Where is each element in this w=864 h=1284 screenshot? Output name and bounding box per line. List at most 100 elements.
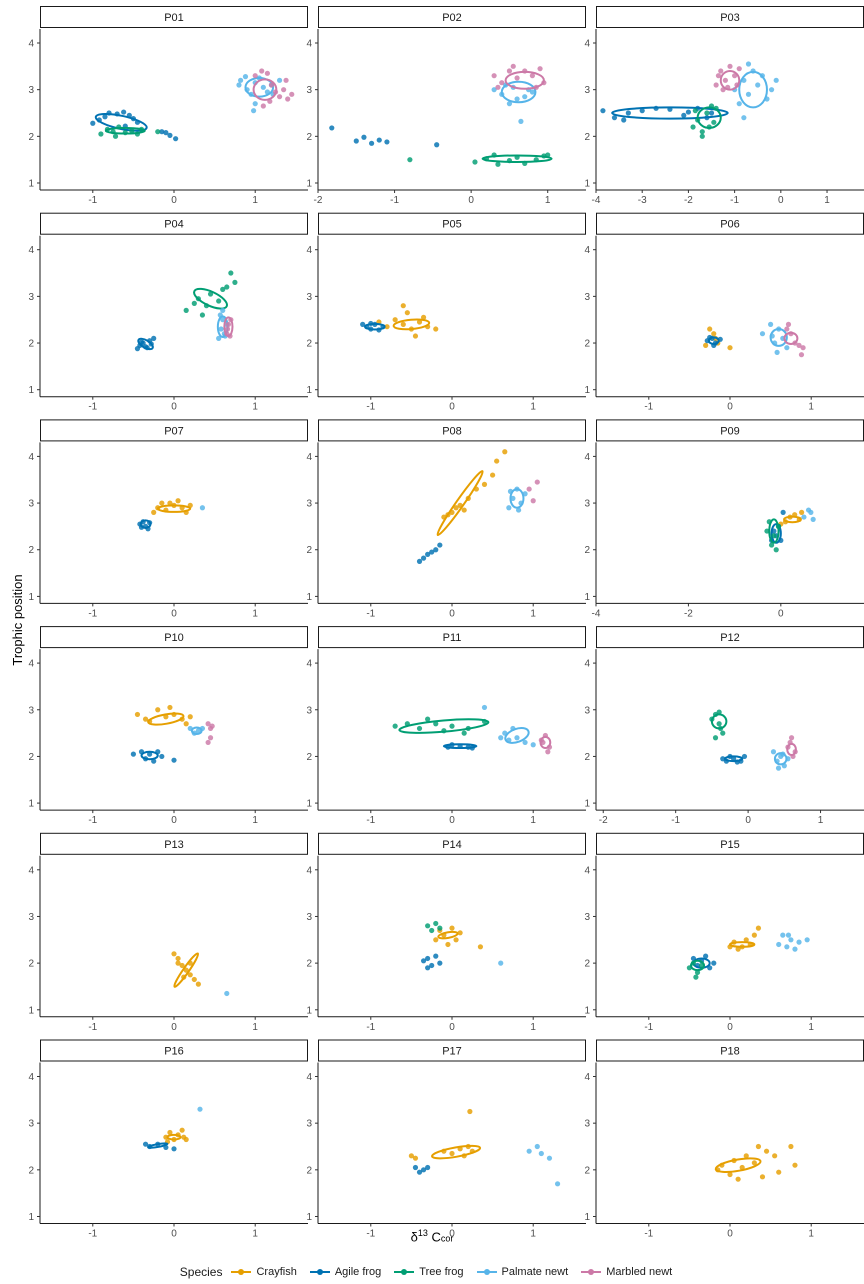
data-point [518,118,524,124]
data-point [506,68,513,74]
data-point [467,1108,473,1115]
y-tick-label: 1 [584,1005,590,1016]
series-palmate-newt [526,1143,561,1187]
x-axis-title-superscript: 13 [417,1228,428,1238]
y-tick-label: 2 [584,339,590,350]
data-point [420,958,427,964]
y-tick-label: 2 [584,1165,590,1176]
data-point [773,547,779,553]
series-crayfish [714,1143,798,1182]
data-point [792,946,798,952]
data-point [437,960,443,966]
y-tick-label: 1 [306,179,312,190]
y-tick-label: 4 [28,659,34,670]
data-point [187,714,193,720]
panel-strip [318,832,586,855]
series-agile-frog [137,519,153,532]
data-point [611,115,618,121]
y-tick-label: 2 [306,545,312,556]
x-tick-label: 1 [252,195,258,206]
data-point [735,1176,741,1182]
niche-ellipse [147,712,185,726]
data-point [745,61,752,67]
data-point [155,707,161,713]
legend-item-tree-frog: Tree frog [393,1266,464,1278]
x-tick-label: 1 [530,1229,536,1240]
panel-strip-label: P11 [443,632,462,644]
x-tick-label: 0 [727,1022,733,1033]
data-point [449,1150,455,1157]
x-tick-label: 1 [530,815,536,826]
data-point [755,1143,762,1150]
data-point [400,303,406,309]
data-point [808,509,814,515]
panel-strip-label: P02 [442,12,462,24]
data-point [788,1143,794,1150]
y-tick-label: 1 [28,592,34,603]
x-tick-label: 0 [449,1229,455,1240]
data-point [694,969,701,976]
x-tick-label: -1 [88,402,97,413]
data-point [445,941,451,948]
y-tick-label: 1 [584,1212,590,1223]
y-tick-label: 4 [306,1072,312,1083]
data-point [681,112,687,118]
niche-ellipse [392,318,431,331]
panel-strip [40,832,308,855]
legend-key-agile-frog [309,1267,331,1277]
y-tick-label: 3 [28,85,34,96]
y-tick-label: 3 [584,705,590,716]
panel-p01: P01 1 2 3 4 -1 0 1 [28,6,308,206]
y-tick-label: 3 [28,292,34,303]
data-point [429,549,435,555]
x-tick-label: 0 [727,1229,733,1240]
panel-p03: P03 1 2 3 4 -4 -3 -2 -1 0 1 [584,6,864,206]
data-point [498,735,504,741]
series-tree-frog [764,518,782,553]
data-point [735,946,741,952]
niche-ellipse [223,316,234,338]
series-tree-frog [686,959,706,980]
data-point [792,1162,798,1168]
panel-strip-label: P14 [442,839,462,851]
y-tick-label: 1 [584,799,590,810]
data-point [187,972,193,978]
data-point [514,96,520,102]
niche-ellipse [166,1133,182,1141]
data-point [353,138,359,144]
series-crayfish [727,925,762,952]
panel-strip-label: P03 [720,12,740,24]
series-crayfish [151,498,193,515]
x-tick-label: -1 [88,195,97,206]
data-point [784,345,790,351]
data-point [232,279,238,285]
data-point [457,930,463,936]
data-point [526,486,532,492]
series-marbled-newt [223,316,234,339]
data-point [751,1160,757,1166]
data-point [289,91,295,97]
x-tick-label: 1 [530,608,536,619]
data-point [175,498,181,504]
data-point [237,77,244,83]
niche-ellipse [173,952,200,988]
panel-strip-label: P09 [720,425,740,437]
niche-ellipse [783,515,802,524]
x-tick-label: 0 [468,195,474,206]
panel-strip-label: P07 [164,425,184,437]
data-point [720,730,726,736]
data-point [785,321,792,327]
data-point [453,937,459,943]
data-point [412,1155,419,1161]
x-tick-label: -1 [88,815,97,826]
y-tick-label: 2 [28,1165,34,1176]
data-point [412,1164,419,1171]
y-tick-label: 2 [584,545,590,556]
series-agile-frog [134,335,157,352]
x-tick-label: 0 [449,608,455,619]
panel-p09: P09 1 2 3 4 -4 -2 0 [584,419,864,619]
x-tick-label: 1 [808,402,814,413]
data-point [205,739,211,746]
data-point [199,312,206,318]
niche-ellipse [140,750,159,761]
